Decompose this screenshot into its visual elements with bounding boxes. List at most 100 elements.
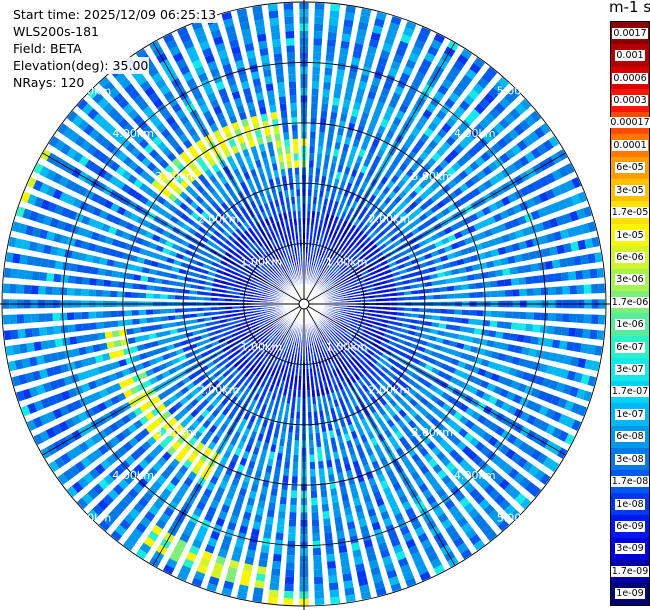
backscatter-cell	[83, 334, 92, 343]
backscatter-cell	[321, 250, 326, 258]
backscatter-cell	[454, 293, 463, 299]
backscatter-cell	[452, 325, 461, 332]
backscatter-cell	[519, 201, 529, 211]
backscatter-cell	[344, 136, 352, 145]
backscatter-cell	[469, 213, 479, 222]
backscatter-cell	[364, 326, 372, 331]
backscatter-cell	[339, 310, 347, 314]
backscatter-cell	[385, 524, 396, 534]
backscatter-cell	[318, 403, 323, 411]
backscatter-cell	[268, 97, 276, 106]
backscatter-cell	[349, 224, 357, 233]
backscatter-cell	[291, 353, 295, 361]
backscatter-cell	[103, 321, 112, 329]
backscatter-cell	[419, 262, 428, 269]
backscatter-cell	[518, 441, 530, 453]
backscatter-cell	[344, 285, 352, 290]
backscatter-cell	[363, 59, 373, 69]
backscatter-cell	[421, 58, 432, 69]
backscatter-cell	[331, 495, 339, 504]
backscatter-cell	[157, 426, 167, 437]
backscatter-cell	[440, 346, 449, 353]
backscatter-cell	[293, 447, 299, 455]
backscatter-cell	[405, 231, 414, 239]
backscatter-cell	[2, 314, 10, 325]
backscatter-cell	[308, 426, 313, 434]
backscatter-cell	[332, 256, 339, 264]
backscatter-cell	[252, 349, 259, 356]
backscatter-cell	[98, 520, 111, 532]
backscatter-cell	[311, 269, 314, 277]
backscatter-cell	[508, 128, 519, 140]
backscatter-cell	[344, 269, 352, 276]
backscatter-cell	[325, 228, 330, 236]
backscatter-cell	[313, 45, 322, 53]
backscatter-cell	[189, 545, 200, 556]
backscatter-cell	[326, 339, 333, 347]
backscatter-cell	[287, 66, 296, 75]
backscatter-cell	[530, 449, 542, 461]
backscatter-cell	[363, 104, 372, 114]
backscatter-cell	[246, 421, 254, 430]
backscatter-cell	[346, 159, 353, 168]
backscatter-cell	[343, 19, 354, 28]
backscatter-cell	[262, 339, 269, 346]
backscatter-cell	[203, 297, 211, 301]
backscatter-cell	[423, 275, 431, 281]
colorbar-entry: 6e-06	[611, 246, 649, 269]
backscatter-cell	[367, 168, 375, 177]
backscatter-cell	[373, 282, 381, 287]
backscatter-cell	[285, 569, 295, 578]
backscatter-cell	[509, 87, 521, 99]
backscatter-cell	[59, 287, 68, 296]
backscatter-cell	[168, 406, 178, 415]
backscatter-cell	[469, 161, 480, 171]
backscatter-cell	[269, 582, 280, 591]
backscatter-cell	[151, 524, 163, 536]
backscatter-cell	[213, 469, 222, 479]
backscatter-cell	[357, 378, 365, 387]
backscatter-cell	[269, 384, 275, 392]
backscatter-cell	[374, 286, 382, 291]
backscatter-cell	[410, 284, 418, 289]
backscatter-cell	[316, 160, 322, 169]
backscatter-cell	[19, 343, 28, 354]
backscatter-cell	[286, 321, 292, 328]
backscatter-cell	[326, 270, 332, 277]
backscatter-cell	[238, 487, 247, 497]
backscatter-cell	[283, 468, 290, 476]
backscatter-cell	[330, 437, 337, 446]
backscatter-cell	[474, 103, 486, 115]
backscatter-cell	[249, 535, 259, 544]
backscatter-cell	[254, 129, 262, 138]
backscatter-cell	[223, 450, 232, 459]
backscatter-cell	[553, 231, 562, 241]
backscatter-cell	[316, 263, 321, 271]
backscatter-cell	[143, 536, 155, 548]
backscatter-cell	[135, 522, 147, 534]
backscatter-cell	[558, 166, 569, 178]
backscatter-cell	[346, 341, 353, 349]
backscatter-cell	[342, 237, 349, 245]
backscatter-cell	[384, 36, 395, 46]
backscatter-cell	[213, 493, 223, 503]
backscatter-cell	[354, 467, 363, 476]
backscatter-cell	[545, 408, 556, 419]
backscatter-cell	[393, 404, 402, 413]
backscatter-cell	[424, 281, 433, 287]
backscatter-cell	[564, 179, 576, 192]
backscatter-cell	[483, 504, 495, 516]
backscatter-cell	[332, 502, 340, 511]
backscatter-cell	[332, 369, 338, 377]
backscatter-cell	[414, 121, 425, 131]
backscatter-cell	[272, 407, 278, 416]
backscatter-cell	[421, 246, 430, 254]
backscatter-cell	[447, 179, 457, 189]
backscatter-cell	[226, 490, 235, 500]
backscatter-cell	[171, 441, 182, 451]
backscatter-cell	[310, 110, 318, 118]
backscatter-cell	[315, 321, 320, 329]
backscatter-cell	[266, 171, 273, 180]
backscatter-cell	[331, 207, 337, 216]
backscatter-cell	[152, 252, 162, 260]
